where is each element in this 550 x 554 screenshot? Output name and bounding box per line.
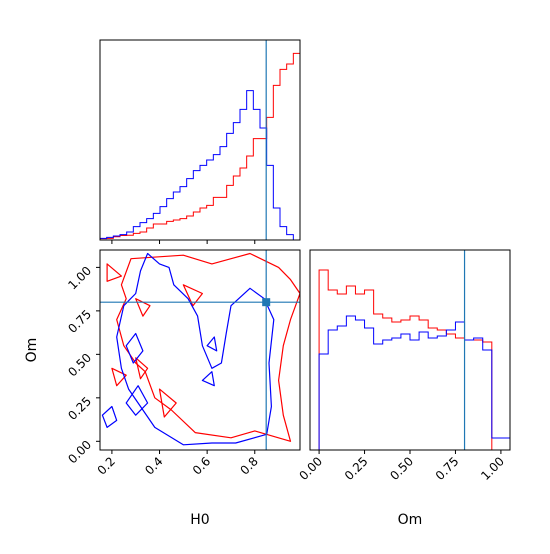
joint-ytick-label-1: 0.25 <box>65 394 94 423</box>
joint-xtick-label-0: 0.2 <box>95 454 118 477</box>
joint-frame <box>99 249 301 451</box>
joint-series-1-contour-1 <box>101 405 118 428</box>
joint-ytick-label-4: 1.00 <box>65 264 94 293</box>
joint-ytick-label-3: 0.75 <box>65 307 94 336</box>
h0-histogram-layer <box>99 40 300 241</box>
h0-axis-label: H0 <box>190 512 209 528</box>
om-marginal-xtick-label-4: 1.00 <box>478 454 507 483</box>
joint-panel: 0.2 0.4 0.6 0.8 0.00 0.25 0.50 0.75 1.00 <box>65 249 301 478</box>
joint-truth-marker <box>262 298 271 307</box>
joint-series-1-contour-4 <box>206 336 218 352</box>
joint-series-1-contour-5 <box>201 371 215 387</box>
om-marginal-frame <box>309 249 511 451</box>
om-marginal-xtick-label-1: 0.25 <box>342 454 371 483</box>
h0-marginal-xticks <box>111 240 256 244</box>
joint-series-1-contour-0 <box>116 252 275 446</box>
joint-series-0-contour-3 <box>135 357 149 380</box>
joint-series-1-contour-2 <box>125 385 149 416</box>
joint-series-0-contour-6 <box>182 284 203 307</box>
joint-ytick-label-2: 0.50 <box>65 351 94 380</box>
om-marginal-series-0-line <box>310 269 510 451</box>
om-marginal-series-1-line <box>310 315 510 451</box>
h0-marginal-series-0-line <box>99 52 300 240</box>
joint-series-0-contour-1 <box>106 263 122 282</box>
om-marginal-xticks: 0.00 0.25 0.50 0.75 1.00 <box>296 450 507 483</box>
joint-series-0-contour-2 <box>135 298 151 317</box>
joint-series-1-contour-3 <box>125 332 144 364</box>
om-y-axis-label: Om <box>24 338 40 363</box>
h0-marginal-series-1-line <box>99 90 300 241</box>
joint-xtick-label-1: 0.4 <box>142 454 165 477</box>
joint-series-0-contour-0 <box>116 252 300 442</box>
joint-yticks: 0.00 0.25 0.50 0.75 1.00 <box>65 264 100 467</box>
om-marginal-xtick-label-3: 0.75 <box>433 454 462 483</box>
joint-xtick-label-2: 0.6 <box>190 454 213 477</box>
joint-contour-layer <box>100 250 300 450</box>
om-marginal-xtick-label-2: 0.50 <box>387 454 416 483</box>
om-marginal-panel: 0.00 0.25 0.50 0.75 1.00 <box>296 249 511 483</box>
h0-marginal-panel <box>99 39 301 244</box>
joint-xtick-label-3: 0.8 <box>237 454 260 477</box>
joint-ytick-label-0: 0.00 <box>65 438 94 467</box>
h0-marginal-frame <box>99 39 301 241</box>
om-axis-label: Om <box>398 512 423 528</box>
om-histogram-layer <box>310 250 510 451</box>
joint-series-0-contour-5 <box>158 388 177 418</box>
om-marginal-xtick-label-0: 0.00 <box>296 454 325 483</box>
joint-xticks: 0.2 0.4 0.6 0.8 <box>95 450 261 478</box>
joint-series-0-contour-4 <box>111 367 127 387</box>
